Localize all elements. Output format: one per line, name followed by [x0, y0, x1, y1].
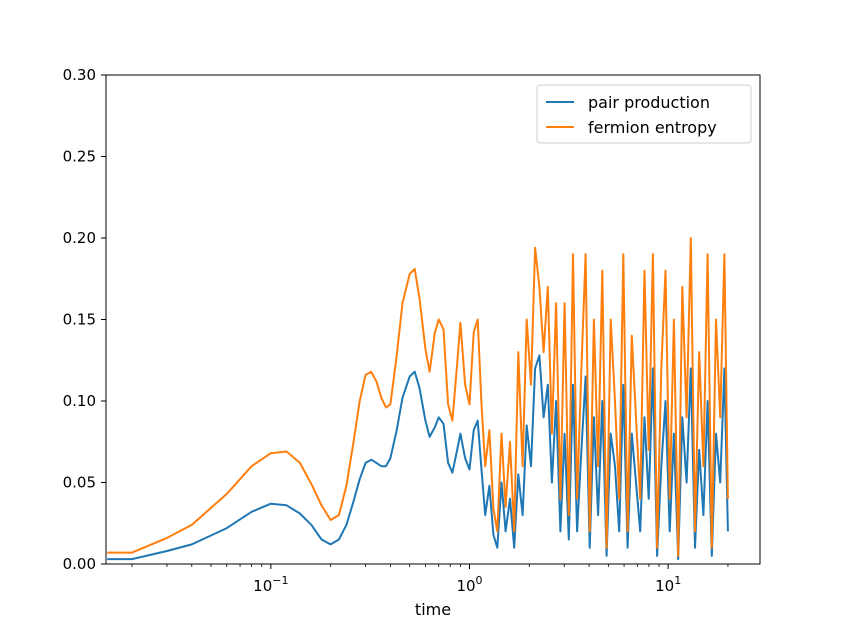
y-tick-label: 0.30 [63, 66, 96, 84]
y-tick-label: 0.25 [63, 148, 96, 166]
legend-label-0: pair production [588, 93, 710, 112]
legend-label-1: fermion entropy [588, 118, 717, 137]
series-line-0 [107, 354, 729, 561]
legend: pair production fermion entropy [536, 84, 752, 144]
y-axis: 0.00 0.05 0.10 0.15 0.20 0.25 0.30 [63, 66, 106, 573]
x-axis-label: time [415, 600, 451, 619]
y-tick-label: 0.20 [63, 229, 96, 247]
legend-box [536, 84, 752, 144]
x-axis: 10−1 100 101 [131, 564, 729, 595]
plot-frame [105, 74, 761, 565]
plot-lines [107, 237, 729, 561]
y-tick-label: 0.15 [63, 311, 96, 329]
y-tick-label: 0.10 [63, 392, 96, 410]
x-tick-label: 101 [655, 574, 681, 595]
y-tick-label: 0.05 [63, 474, 96, 492]
x-tick-label: 100 [456, 574, 482, 595]
y-tick-label: 0.00 [63, 555, 96, 573]
series-line-1 [107, 237, 729, 557]
x-tick-label: 10−1 [253, 574, 288, 595]
